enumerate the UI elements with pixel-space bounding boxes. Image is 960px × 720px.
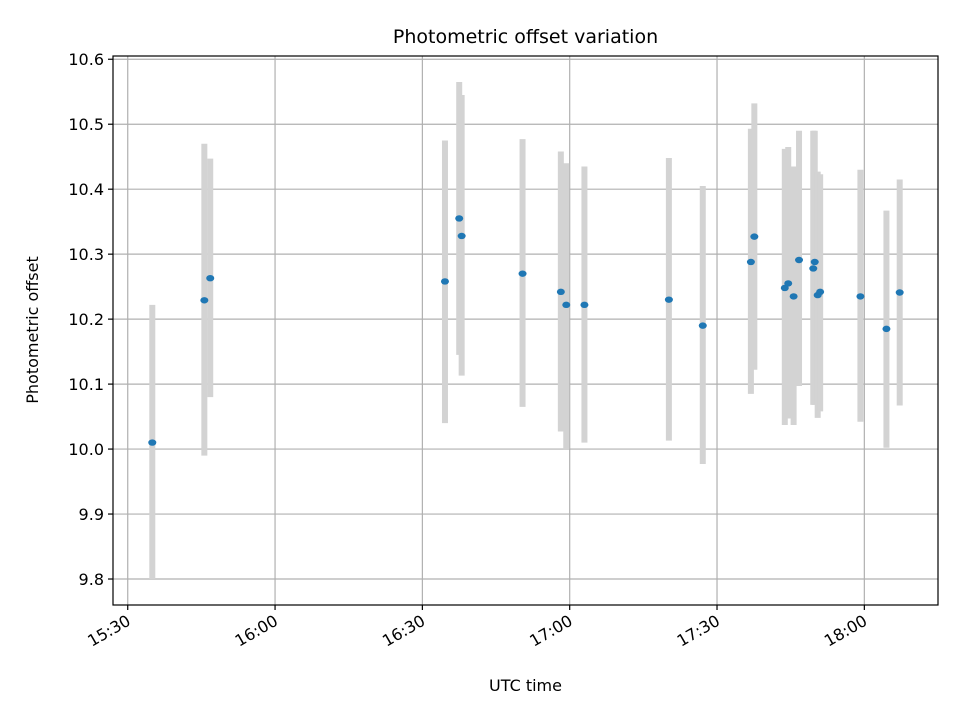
data-point [784,280,793,287]
data-point [895,289,904,296]
y-tick-label: 10.0 [68,440,104,459]
data-point [556,288,565,296]
y-axis-label: Photometric offset [23,256,42,404]
y-tick-label: 10.5 [68,115,104,134]
y-tick-label: 10.2 [68,310,104,329]
data-point [664,296,673,303]
grid-lines [113,56,938,605]
y-tick-label: 9.8 [79,570,104,589]
data-point [698,322,707,329]
x-axis-label: UTC time [489,676,562,695]
data-point [795,256,804,264]
y-tick-label: 10.6 [68,50,104,69]
data-point [200,297,209,304]
data-point [518,270,527,277]
data-point [455,215,464,222]
data-point [562,301,571,309]
data-point [809,265,818,272]
data-point [856,293,865,300]
data-markers [148,215,904,446]
data-point [789,293,798,300]
y-tick-label: 10.1 [68,375,104,394]
plot-frame [112,55,939,606]
data-point [457,232,466,240]
data-point [750,233,759,240]
chart-title: Photometric offset variation [393,26,658,48]
y-tick-label: 9.9 [79,505,104,524]
data-point [810,258,819,266]
data-point [882,325,891,333]
y-tick-label: 10.3 [68,245,104,264]
data-point [816,288,825,296]
data-point [148,439,157,446]
data-point [206,274,215,282]
data-point [746,258,755,266]
data-point [440,278,449,285]
data-point [580,301,589,309]
y-tick-label: 10.4 [68,180,104,199]
